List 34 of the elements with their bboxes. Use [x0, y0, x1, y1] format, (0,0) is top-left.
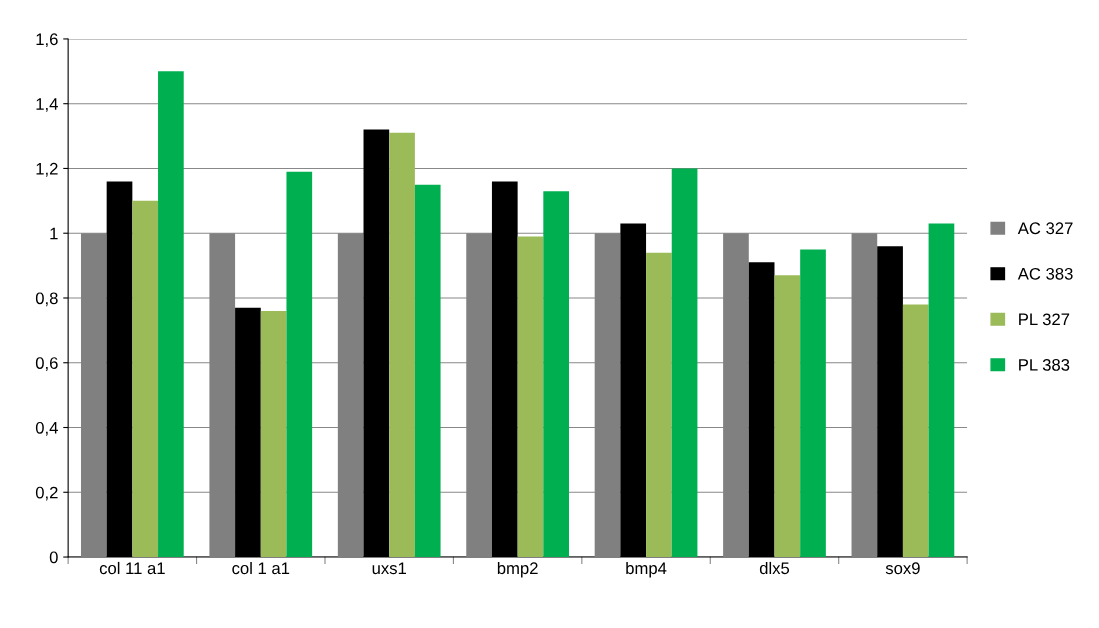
- y-tick-label: 0: [49, 551, 58, 564]
- y-tick-label: 1,6: [36, 33, 58, 48]
- x-tick-label: sox9: [885, 562, 920, 575]
- bar: [543, 191, 569, 558]
- y-tick-label: 0,8: [35, 292, 58, 307]
- bar: [389, 132, 415, 558]
- y-tick-label: 0,6: [35, 357, 58, 371]
- legend-label: AC 383: [1017, 267, 1073, 280]
- y-tick-label: 1,2: [36, 162, 58, 177]
- x-tick-label: bmp4: [626, 561, 667, 578]
- x-tick-label: col 11 a1: [99, 561, 165, 575]
- legend-label: AC 327: [1017, 222, 1073, 235]
- bar: [517, 236, 544, 558]
- bar: [260, 310, 287, 558]
- bar: [286, 171, 313, 558]
- bar: [414, 184, 441, 558]
- bar: [132, 200, 159, 558]
- x-tick-label: dlx5: [759, 561, 790, 575]
- y-tick-label: 1,4: [36, 98, 58, 112]
- bar: [800, 249, 826, 558]
- y-tick-label: 0,4: [35, 421, 58, 436]
- bar: [158, 71, 184, 558]
- x-tick-label: bmp2: [497, 561, 538, 578]
- bar: [671, 168, 698, 558]
- bar: [928, 223, 955, 558]
- y-tick-label: 1: [50, 227, 58, 240]
- legend-label: PL 327: [1019, 313, 1070, 326]
- x-tick-label: col 1 a1: [232, 561, 290, 575]
- bar: [774, 275, 801, 558]
- bar: [902, 304, 929, 558]
- x-tick-label: uxs1: [372, 562, 406, 575]
- y-tick-label: 0,2: [35, 486, 58, 501]
- bar: [646, 252, 672, 558]
- legend-label: PL 383: [1019, 358, 1070, 371]
